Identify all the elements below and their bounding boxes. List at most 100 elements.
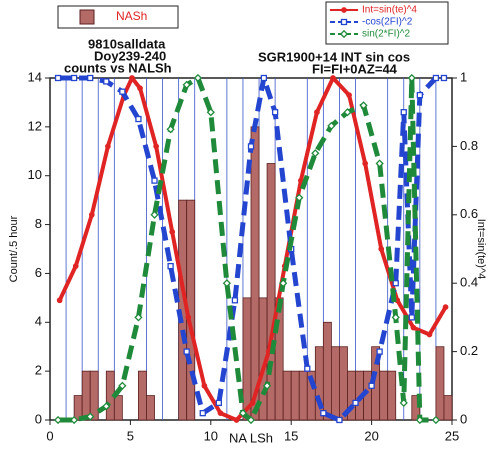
- y2-tick-label: 0.4: [460, 275, 478, 290]
- x-tick-label: 10: [204, 428, 218, 443]
- point-marker: [72, 263, 79, 269]
- point-marker: [359, 101, 368, 110]
- point-marker: [408, 314, 415, 321]
- bar: [266, 163, 276, 421]
- x-tick-label: 0: [46, 428, 53, 443]
- point-marker: [53, 415, 63, 425]
- point-marker: [246, 415, 256, 425]
- point-marker: [375, 159, 384, 168]
- y2-axis-label: Int=sin(te)^4: [475, 219, 487, 280]
- point-marker: [222, 279, 231, 288]
- bar: [322, 321, 332, 421]
- bar: [443, 395, 453, 421]
- point-marker: [54, 74, 62, 82]
- point-marker: [153, 143, 159, 150]
- point-marker: [217, 410, 224, 417]
- y-tick-label: 10: [28, 167, 42, 182]
- point-marker: [432, 74, 440, 82]
- y-tick-label: 2: [35, 363, 42, 378]
- bar: [339, 346, 348, 421]
- point-marker: [407, 73, 416, 83]
- point-marker: [185, 314, 192, 321]
- point-marker: [215, 399, 222, 407]
- point-marker: [340, 18, 348, 26]
- annotation: Doy239-240: [94, 48, 166, 63]
- point-marker: [295, 193, 304, 202]
- point-marker: [442, 304, 449, 310]
- x-tick-label: 15: [284, 428, 298, 443]
- y2-tick-label: 0.8: [460, 138, 478, 153]
- point-marker: [119, 88, 126, 95]
- point-marker: [135, 115, 142, 123]
- point-marker: [167, 262, 174, 270]
- point-marker: [415, 415, 424, 425]
- point-marker: [150, 210, 159, 219]
- point-marker: [426, 331, 433, 338]
- bar: [387, 370, 397, 421]
- point-marker: [327, 121, 336, 130]
- point-marker: [238, 409, 248, 418]
- point-marker: [391, 313, 400, 322]
- bar: [298, 370, 308, 421]
- point-marker: [346, 92, 352, 98]
- point-marker: [343, 108, 352, 117]
- bar: [113, 395, 123, 421]
- point-marker: [311, 149, 320, 158]
- y2-tick-label: 0.2: [460, 343, 478, 358]
- bar: [146, 395, 155, 421]
- bar: [435, 346, 445, 421]
- point-marker: [129, 75, 135, 81]
- point-marker: [183, 348, 190, 355]
- point-marker: [134, 313, 143, 322]
- point-marker: [88, 211, 95, 218]
- bar: [290, 370, 300, 421]
- point-marker: [410, 324, 417, 331]
- bar: [282, 370, 292, 421]
- y-tick-label: 14: [28, 69, 42, 84]
- legend-label: Int=sin(te)^4: [362, 5, 417, 16]
- bar: [81, 370, 91, 421]
- point-marker: [70, 74, 78, 82]
- y2-tick-label: 0: [460, 411, 467, 426]
- point-marker: [341, 7, 347, 13]
- y-tick-label: 8: [35, 216, 42, 231]
- point-marker: [416, 91, 423, 99]
- x-axis-label: NA LSh: [229, 430, 273, 445]
- x-tick-label: 5: [127, 428, 134, 443]
- point-marker: [86, 412, 95, 421]
- point-marker: [362, 160, 369, 167]
- bar: [242, 297, 252, 421]
- annotation: counts vs NALSh: [64, 60, 172, 75]
- x-tick-label: 25: [445, 428, 459, 443]
- point-marker: [262, 381, 272, 390]
- point-marker: [368, 382, 375, 389]
- y-tick-label: 6: [35, 265, 42, 280]
- point-marker: [339, 29, 349, 39]
- bar: [138, 370, 147, 421]
- legend-label: -cos(2FI)^2: [362, 17, 413, 28]
- point-marker: [182, 80, 191, 89]
- series-line: [58, 75, 444, 423]
- y-tick-label: 4: [35, 314, 42, 329]
- point-marker: [330, 75, 336, 81]
- point-marker: [103, 78, 110, 85]
- point-marker: [431, 415, 441, 425]
- bar: [89, 370, 99, 421]
- point-marker: [118, 381, 127, 390]
- point-marker: [399, 398, 408, 408]
- point-marker: [320, 410, 327, 417]
- point-marker: [314, 109, 320, 116]
- point-marker: [378, 246, 385, 252]
- point-marker: [260, 74, 268, 82]
- y-axis-label: Count/.5 hour: [8, 215, 20, 282]
- bar: [379, 370, 389, 421]
- point-marker: [247, 143, 255, 150]
- point-marker: [279, 279, 288, 288]
- bar: [330, 346, 340, 421]
- legend-label: sin(2*FI)^2: [362, 29, 410, 40]
- point-marker: [231, 297, 239, 304]
- annotation: SGR1900+14 INT sin cos: [258, 49, 410, 64]
- legend-label: NASh: [116, 9, 147, 23]
- point-marker: [199, 410, 206, 417]
- point-marker: [376, 348, 383, 355]
